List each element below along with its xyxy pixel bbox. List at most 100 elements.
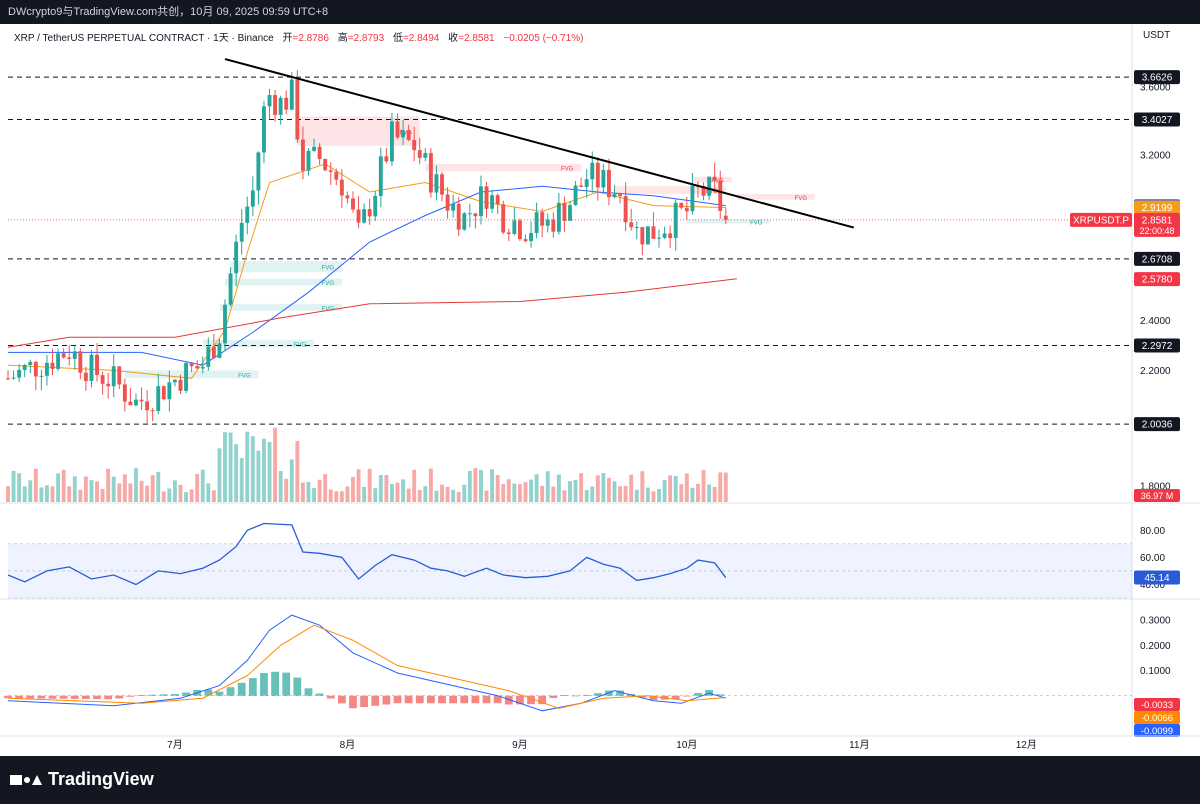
candle-body <box>534 212 539 234</box>
volume-bar <box>145 485 150 502</box>
candle-body <box>50 362 55 369</box>
volume-bar <box>345 486 350 502</box>
fvg-zone-7 <box>225 278 342 286</box>
macd-histogram-bar <box>349 695 357 709</box>
fvg-zone-4 <box>736 193 815 200</box>
candle-body <box>679 202 684 208</box>
candle-body <box>495 195 500 205</box>
candle-body <box>384 156 389 162</box>
candle-body <box>323 158 328 171</box>
candle-body <box>629 222 634 228</box>
volume-bar <box>56 473 61 502</box>
candle-body <box>362 209 367 223</box>
volume-bar <box>100 488 105 502</box>
candle-body <box>134 399 138 406</box>
rsi-panel <box>7 522 1132 599</box>
volume-bar <box>618 486 623 502</box>
candle-body <box>351 198 355 210</box>
volume-bar <box>45 485 49 502</box>
price-tick-2: 2.4000 <box>1140 316 1171 327</box>
macd-histogram-bar <box>248 678 257 696</box>
fvg-label-5: FVG <box>750 220 763 226</box>
candle-body <box>595 162 600 188</box>
volume-bar <box>573 480 578 502</box>
volume-bar <box>679 484 684 502</box>
rsi-value-label: 45.14 <box>1144 573 1169 584</box>
macd-histogram-bar <box>70 695 79 699</box>
volume-bar <box>440 484 444 502</box>
macd-histogram-bar <box>115 695 124 699</box>
macd-histogram-bar <box>304 688 313 696</box>
volume-bar <box>479 470 483 502</box>
level-badge-2 <box>1134 251 1180 266</box>
candle-body <box>718 180 723 211</box>
macd-tick-1: 0.2000 <box>1140 641 1171 652</box>
volume-bar <box>128 483 133 502</box>
candle-body <box>39 375 44 377</box>
volume-bar <box>707 484 712 502</box>
volume-bar <box>200 469 205 502</box>
symbol-title[interactable]: XRP / TetherUS PERPETUAL CONTRACT · 1天 ·… <box>14 33 274 44</box>
candle-body <box>562 202 567 221</box>
macd-value-label-2: -0.0099 <box>1141 726 1173 737</box>
candle-body <box>395 121 400 138</box>
candle-body <box>11 377 16 379</box>
candle-body <box>167 382 172 400</box>
candle-body <box>139 399 144 402</box>
candle-body <box>217 343 222 358</box>
time-axis: 7月 8月 9月 10月 11月 12月 <box>0 735 1200 751</box>
volume-bar <box>83 476 88 502</box>
macd-histogram-bar <box>504 695 513 705</box>
rsi-line <box>7 522 727 586</box>
level-label-3: 2.2972 <box>1142 341 1173 352</box>
candle-body <box>284 97 289 110</box>
volume-bar <box>117 483 122 502</box>
volume-bar <box>590 486 595 502</box>
candle-body <box>184 363 189 391</box>
volume-bar <box>339 491 344 502</box>
fvg-label-3: FVG <box>711 179 724 185</box>
candle-body <box>28 361 33 365</box>
price-badge-label-1: 2.9199 <box>1142 203 1173 214</box>
candle-body <box>172 379 177 383</box>
macd-histogram-bar <box>215 691 224 696</box>
price-axis: 3.6626 3.4027 2.6708 2.2972 2.0036 3.6000 3.20… <box>1070 70 1180 737</box>
footer-bar: TradingView <box>0 756 1200 804</box>
macd-histogram-bar <box>482 695 491 704</box>
volume-bar <box>690 487 695 502</box>
volume-bar <box>161 491 166 502</box>
time-tick-2: 9月 <box>512 739 528 751</box>
fvg-label-6: FVG <box>322 266 335 272</box>
volume-bar <box>189 489 194 502</box>
candle-body <box>273 95 278 115</box>
candle-body <box>423 153 428 158</box>
macd-histogram-bar <box>438 695 446 704</box>
volume-bar <box>423 486 428 502</box>
volume-bar <box>523 482 528 502</box>
candle-body <box>256 152 261 191</box>
volume-bar <box>556 474 561 502</box>
candle-body <box>712 176 717 181</box>
volume-bar <box>156 472 161 502</box>
candle-body <box>634 227 639 229</box>
macd-histogram-bar <box>315 693 324 696</box>
ema_fast-line <box>7 163 726 379</box>
volume-bars <box>6 427 728 502</box>
candle-body <box>584 179 589 187</box>
macd-histogram-bar <box>393 695 402 704</box>
candle-body <box>33 361 38 377</box>
tradingview-logo-icon <box>10 774 42 785</box>
volume-bar <box>389 483 394 502</box>
candle-body <box>78 351 83 373</box>
level-label-4: 2.0036 <box>1142 420 1173 431</box>
macd-value-label-0: -0.0033 <box>1141 700 1173 711</box>
fvg-zone-9 <box>202 339 315 348</box>
macd-histogram-bar <box>671 695 680 700</box>
macd-histogram-bar <box>382 695 391 705</box>
candle-body <box>150 410 155 412</box>
volume-bar <box>306 481 311 502</box>
candle-body <box>601 169 606 188</box>
low-value: =2.8494 <box>402 33 440 44</box>
countdown-label: 22:00:48 <box>1139 226 1174 236</box>
